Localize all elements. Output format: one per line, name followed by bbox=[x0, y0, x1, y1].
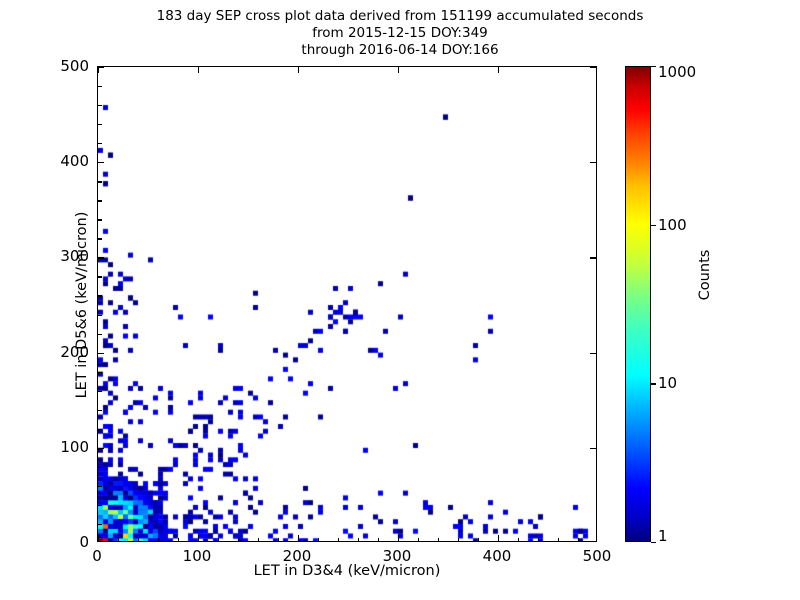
y-axis-minor-tick bbox=[98, 314, 102, 316]
y-axis-minor-tick bbox=[98, 124, 102, 126]
x-axis-minor-tick bbox=[118, 537, 120, 541]
y-axis-minor-tick bbox=[98, 200, 102, 202]
x-tick-label: 400 bbox=[482, 547, 512, 565]
y-axis-tick bbox=[98, 352, 104, 354]
x-axis-minor-tick bbox=[558, 537, 560, 541]
y-axis-tick bbox=[98, 257, 104, 259]
x-axis-minor-tick bbox=[578, 537, 580, 541]
heatmap-data-layer bbox=[98, 67, 596, 541]
x-axis-minor-tick bbox=[338, 537, 340, 541]
y-axis-minor-tick bbox=[98, 523, 102, 526]
y-axis-minor-tick bbox=[98, 276, 102, 278]
x-axis-tick bbox=[98, 535, 100, 541]
y-axis-minor-tick bbox=[98, 485, 102, 488]
x-axis-minor-tick bbox=[318, 537, 320, 541]
colorbar-label: Counts bbox=[697, 249, 713, 301]
x-axis-tick bbox=[198, 67, 200, 73]
x-axis-tick bbox=[498, 67, 500, 73]
x-axis-minor-tick bbox=[378, 537, 380, 541]
x-axis-minor-tick bbox=[258, 537, 260, 541]
y-tick-label: 400 bbox=[60, 152, 89, 171]
y-axis-minor-tick bbox=[98, 333, 102, 335]
x-axis-minor-tick bbox=[358, 537, 360, 541]
y-axis-tick bbox=[590, 257, 596, 259]
y-axis-minor-tick bbox=[98, 238, 102, 240]
y-axis-minor-tick bbox=[98, 219, 102, 221]
x-axis-tick bbox=[398, 67, 400, 73]
y-axis-tick bbox=[98, 162, 104, 164]
colorbar: 1 10 100 1000 bbox=[625, 63, 696, 545]
chart-title-line-2: from 2015-12-15 DOY:349 bbox=[312, 25, 488, 41]
colorbar-tick-label: 1 bbox=[658, 527, 668, 545]
y-axis-minor-tick bbox=[98, 86, 102, 88]
x-axis-tick bbox=[98, 67, 100, 73]
x-axis-tick bbox=[298, 535, 300, 541]
y-tick-label: 0 bbox=[79, 533, 89, 551]
x-axis-minor-tick bbox=[478, 537, 480, 541]
x-axis-tick bbox=[298, 67, 300, 73]
y-axis-tick bbox=[590, 162, 596, 164]
colorbar-tick bbox=[651, 542, 656, 544]
y-axis-minor-tick bbox=[98, 428, 102, 431]
y-tick-label: 100 bbox=[60, 437, 89, 456]
colorbar-tick-label: 10 bbox=[658, 374, 678, 393]
y-tick-label: 500 bbox=[60, 57, 89, 75]
x-tick-label: 100 bbox=[182, 547, 212, 565]
x-axis-minor-tick bbox=[158, 537, 160, 541]
x-axis-tick bbox=[498, 535, 500, 541]
x-axis-minor-tick bbox=[438, 537, 440, 541]
x-axis-minor-tick bbox=[418, 537, 420, 541]
x-axis-minor-tick bbox=[278, 537, 280, 541]
x-tick-label: 300 bbox=[382, 547, 412, 565]
y-axis-minor-tick bbox=[98, 371, 102, 373]
colorbar-tick bbox=[651, 66, 656, 68]
x-axis-minor-tick bbox=[238, 537, 240, 541]
x-axis-minor-tick bbox=[218, 537, 220, 541]
x-axis-minor-tick bbox=[138, 537, 140, 541]
chart-title: 183 day SEP cross plot data derived from… bbox=[0, 8, 800, 59]
x-tick-label: 200 bbox=[282, 547, 312, 565]
x-axis-minor-tick bbox=[538, 537, 540, 541]
colorbar-gradient bbox=[625, 66, 651, 542]
colorbar-tick bbox=[651, 224, 656, 226]
y-axis-tick bbox=[98, 67, 104, 69]
colorbar-tick bbox=[651, 383, 656, 385]
y-axis-tick bbox=[590, 447, 596, 450]
x-axis-minor-tick bbox=[518, 537, 520, 541]
y-axis-minor-tick bbox=[98, 390, 102, 392]
y-axis-tick bbox=[590, 352, 596, 354]
y-axis-tick bbox=[590, 67, 596, 69]
x-axis-label: LET in D3&4 (keV/micron) bbox=[253, 563, 441, 579]
y-axis-minor-tick bbox=[98, 504, 102, 507]
colorbar-tick-label: 1000 bbox=[658, 63, 697, 81]
y-axis-tick bbox=[98, 447, 104, 450]
x-tick-label: 0 bbox=[92, 547, 102, 565]
plot-axes bbox=[97, 66, 597, 542]
x-axis-minor-tick bbox=[178, 537, 180, 541]
x-axis-tick bbox=[398, 535, 400, 541]
y-tick-label: 300 bbox=[60, 247, 89, 266]
chart-title-line-3: through 2016-06-14 DOY:166 bbox=[301, 42, 499, 58]
y-axis-minor-tick bbox=[98, 105, 102, 107]
y-axis-label: LET in D5&6 (keV/micron) bbox=[74, 211, 90, 399]
y-axis-minor-tick bbox=[98, 181, 102, 183]
y-tick-label: 200 bbox=[60, 342, 89, 361]
y-axis-minor-tick bbox=[98, 466, 102, 469]
y-axis-minor-tick bbox=[98, 143, 102, 145]
x-axis-tick bbox=[198, 535, 200, 541]
y-axis-minor-tick bbox=[98, 409, 102, 412]
x-tick-label: 500 bbox=[582, 547, 612, 565]
y-axis-minor-tick bbox=[98, 295, 102, 297]
chart-title-line-1: 183 day SEP cross plot data derived from… bbox=[156, 8, 644, 24]
x-axis-minor-tick bbox=[458, 537, 460, 541]
colorbar-tick-label: 100 bbox=[658, 215, 687, 234]
